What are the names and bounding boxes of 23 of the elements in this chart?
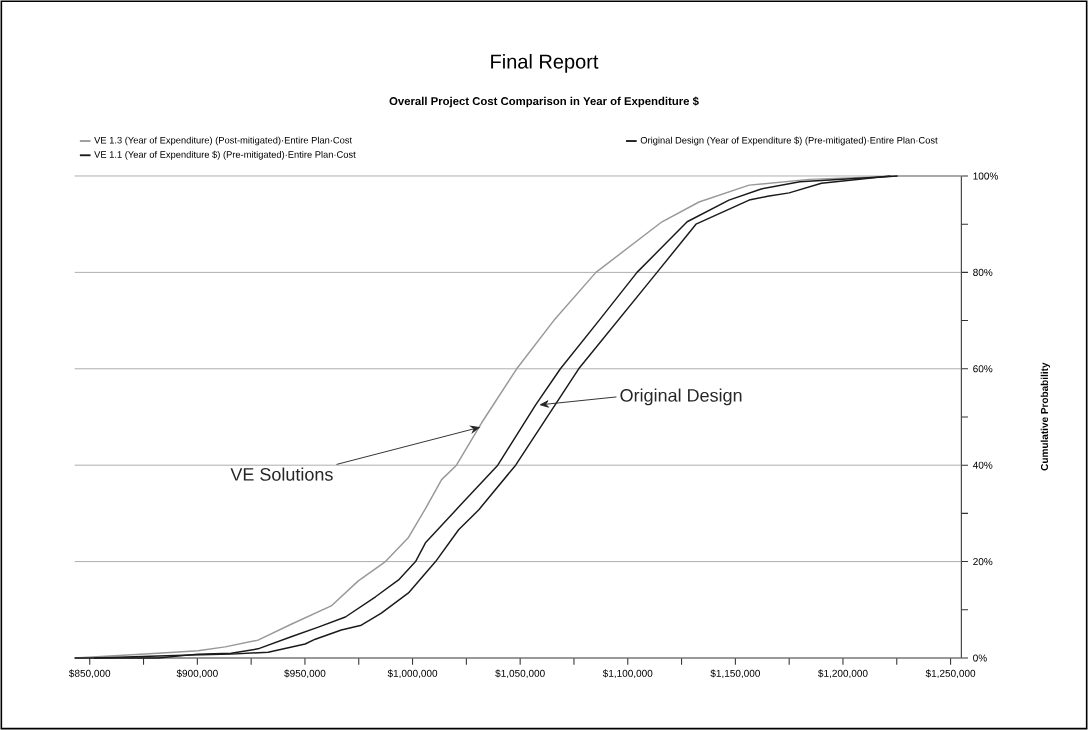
x-tick-label: $1,050,000 [495, 669, 545, 679]
x-tick-label: $1,200,000 [818, 669, 868, 679]
y-axis-title: Cumulative Probability [1040, 362, 1050, 471]
x-tick-label: $900,000 [176, 669, 218, 679]
y-tick-label: 60% [973, 365, 993, 373]
y-tick-label: 20% [973, 558, 993, 566]
x-tick-label: $850,000 [68, 669, 111, 679]
y-tick-label: 40% [972, 461, 993, 469]
y-tick-label: 80% [973, 268, 993, 276]
annotation: VE Solutions [230, 467, 333, 481]
x-tick-label: $1,100,000 [602, 669, 653, 679]
y-tick-label: 100% [973, 172, 998, 180]
legend-label: VE 1.3 (Year of Expenditure) (Post-mitigated)·Entire Plan·Cost [94, 136, 353, 146]
x-tick-label: $1,250,000 [925, 669, 976, 679]
x-tick-label: $1,000,000 [387, 669, 438, 679]
legend-label: Original Design (Year of Expenditure $) (Pre-mitigated)·Entire Plan·Cost [640, 136, 938, 146]
y-tick-label: 0% [973, 654, 987, 662]
chart-title: Final Report [491, 54, 599, 73]
chart-subtitle: Overall Project Cost Comparison in Year of Expenditure $ [389, 96, 699, 108]
x-tick-label: $1,150,000 [710, 669, 760, 679]
legend-label: VE 1.1 (Year of Expenditure $) (Pre-mitigated)·Entire Plan·Cost [94, 150, 356, 160]
x-tick-label: $950,000 [284, 669, 326, 679]
annotation: Original Design [620, 388, 742, 406]
